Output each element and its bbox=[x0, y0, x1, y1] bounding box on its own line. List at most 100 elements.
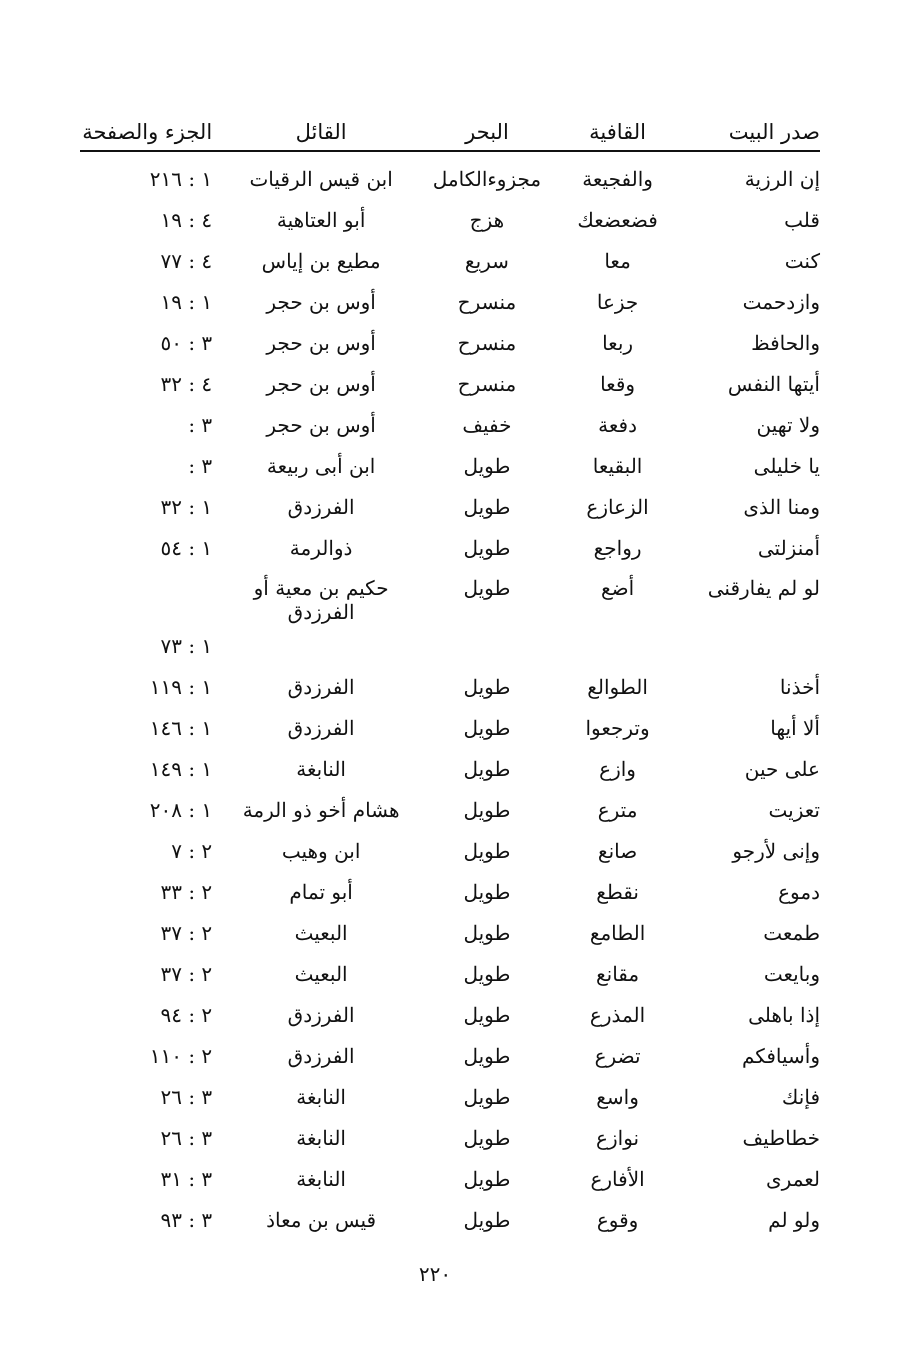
cell-poet: الفرزدق bbox=[287, 494, 355, 519]
cell-meter: منسرح bbox=[457, 371, 517, 396]
cell-volume-page: ١ : ١٤٩ bbox=[149, 756, 213, 781]
cell-poet: ابن وهيب bbox=[281, 838, 361, 863]
cell-verse-opening: وازدحمت bbox=[742, 289, 820, 314]
cell-volume-page: ١ : ٢٠٨ bbox=[149, 797, 213, 822]
cell-meter: طويل bbox=[463, 535, 511, 560]
header-verse-opening: صدر البيت bbox=[728, 120, 820, 144]
table-row: تعزيت مترع طويل هشام أخو ذو الرمة ١ : ٢٠٨ bbox=[80, 789, 820, 830]
cell-verse-opening: لو لم يفارقنى bbox=[707, 576, 820, 600]
table-row: أخذنا الطوالع طويل الفرزدق ١ : ١١٩ bbox=[80, 666, 820, 707]
cell-poet: أبو العتاهية bbox=[276, 207, 366, 232]
cell-volume-page: ١ : ٥٤ bbox=[160, 535, 213, 560]
cell-poet: هشام أخو ذو الرمة bbox=[242, 797, 400, 822]
cell-verse-opening: أيتها النفس bbox=[727, 371, 820, 396]
cell-volume-page: ٣ : ٣١ bbox=[160, 1166, 213, 1191]
index-table: صدر البيت القافية البحر القائل الجزء وال… bbox=[80, 100, 820, 1240]
cell-volume-page: ٤ : ١٩ bbox=[160, 207, 213, 232]
cell-volume-page: ٢ : ٣٣ bbox=[160, 879, 213, 904]
header-volume-page: الجزء والصفحة bbox=[82, 120, 213, 144]
cell-meter: طويل bbox=[463, 674, 511, 699]
cell-meter: سريع bbox=[464, 248, 509, 273]
cell-meter: طويل bbox=[463, 838, 511, 863]
cell-verse-opening: وأسيافكم bbox=[741, 1043, 820, 1068]
cell-volume-page: ٢ : ٧ bbox=[171, 838, 213, 863]
cell-rhyme: صانع bbox=[597, 838, 638, 863]
cell-rhyme: وقوع bbox=[596, 1207, 639, 1232]
table-row: ولو لم وقوع طويل قيس بن معاذ ٣ : ٩٣ bbox=[80, 1199, 820, 1240]
cell-meter: طويل bbox=[463, 1207, 511, 1232]
cell-volume-page: ٣ : bbox=[188, 453, 213, 478]
cell-volume-page: ٣ : ٩٣ bbox=[160, 1207, 213, 1232]
table-row: ولا تهين دفعة خفيف أوس بن حجر ٣ : bbox=[80, 404, 820, 445]
cell-meter: طويل bbox=[463, 715, 511, 740]
cell-verse-opening: يا خليلى bbox=[753, 453, 820, 478]
cell-meter: هزج bbox=[469, 207, 505, 232]
cell-rhyme: جزعا bbox=[596, 289, 639, 314]
table-row: إن الرزية والفجيعة مجزوءالكامل ابن قيس الرق… bbox=[80, 151, 820, 199]
cell-rhyme: مقانع bbox=[596, 961, 640, 986]
table-row: على حين وازع طويل النابغة ١ : ١٤٩ bbox=[80, 748, 820, 789]
cell-poet: الفرزدق bbox=[287, 1043, 355, 1068]
cell-meter: طويل bbox=[463, 961, 511, 986]
cell-poet: النابغة bbox=[296, 1084, 346, 1109]
header-poet: القائل bbox=[295, 120, 347, 144]
cell-rhyme: المذرع bbox=[589, 1002, 646, 1027]
cell-meter: خفيف bbox=[462, 412, 512, 437]
cell-rhyme: والفجيعة bbox=[582, 166, 653, 191]
table-row: لو لم يفارقنى أضع طويل حكيم بن معية أو الفر… bbox=[80, 568, 820, 666]
cell-rhyme: الزعازع bbox=[586, 494, 649, 519]
table-row: وأسيافكم تضرع طويل الفرزدق ٢ : ١١٠ bbox=[80, 1035, 820, 1076]
cell-poet: الفرزدق bbox=[287, 1002, 355, 1027]
cell-verse-opening: دموع bbox=[778, 879, 820, 904]
cell-rhyme: دفعة bbox=[598, 412, 637, 437]
table-row: أمنزلتى رواجع طويل ذوالرمة ١ : ٥٤ bbox=[80, 527, 820, 568]
cell-poet: حكيم بن معية أو الفرزدق bbox=[253, 576, 389, 624]
table-header-row: صدر البيت القافية البحر القائل الجزء وال… bbox=[80, 100, 820, 151]
cell-rhyme: نقطع bbox=[596, 879, 639, 904]
cell-meter: طويل bbox=[463, 1125, 511, 1150]
cell-verse-opening: فإنك bbox=[781, 1084, 820, 1109]
cell-volume-page: ٣ : ٥٠ bbox=[160, 330, 213, 355]
cell-volume-page: ١ : ٢١٦ bbox=[149, 166, 213, 191]
cell-poet: البعيث bbox=[294, 920, 348, 945]
cell-verse-opening: أخذنا bbox=[779, 674, 820, 699]
cell-poet: مطيع بن إياس bbox=[261, 248, 381, 273]
cell-poet: البعيث bbox=[294, 961, 348, 986]
cell-poet: الفرزدق bbox=[287, 715, 355, 740]
header-meter: البحر bbox=[465, 120, 509, 144]
cell-meter: طويل bbox=[463, 756, 511, 781]
cell-verse-opening: تعزيت bbox=[768, 797, 820, 822]
cell-verse-opening: إذا باهلى bbox=[748, 1002, 820, 1027]
cell-rhyme: البقيعا bbox=[592, 453, 643, 478]
table-row: خطاطيف نوازع طويل النابغة ٣ : ٢٦ bbox=[80, 1117, 820, 1158]
cell-volume-page: ٣ : bbox=[188, 412, 213, 437]
cell-verse-opening: قلب bbox=[784, 207, 820, 232]
cell-verse-opening: خطاطيف bbox=[742, 1125, 820, 1150]
table-body: إن الرزية والفجيعة مجزوءالكامل ابن قيس الرق… bbox=[80, 151, 820, 1240]
cell-volume-page: ٢ : ٩٤ bbox=[160, 1002, 213, 1027]
cell-meter: مجزوءالكامل bbox=[432, 166, 542, 191]
cell-meter: منسرح bbox=[457, 330, 517, 355]
cell-rhyme: أضع bbox=[600, 576, 635, 600]
cell-poet: النابغة bbox=[296, 1125, 346, 1150]
table-row: طمعت الطامع طويل البعيث ٢ : ٣٧ bbox=[80, 912, 820, 953]
cell-meter: طويل bbox=[463, 453, 511, 478]
cell-volume-page: ٤ : ٧٧ bbox=[160, 248, 213, 273]
cell-rhyme: الطوالع bbox=[587, 674, 648, 699]
cell-meter: طويل bbox=[463, 920, 511, 945]
cell-poet: أبو تمام bbox=[289, 879, 353, 904]
cell-rhyme: وازع bbox=[599, 756, 636, 781]
cell-verse-opening: إن الرزية bbox=[744, 166, 820, 191]
table-row: لعمرى الأفارع طويل النابغة ٣ : ٣١ bbox=[80, 1158, 820, 1199]
cell-rhyme: معا bbox=[604, 248, 631, 273]
cell-poet: أوس بن حجر bbox=[266, 412, 376, 437]
cell-poet: قيس بن معاذ bbox=[266, 1207, 377, 1232]
cell-rhyme: فضعضعك bbox=[577, 207, 658, 232]
table-row: قلب فضعضعك هزج أبو العتاهية ٤ : ١٩ bbox=[80, 199, 820, 240]
cell-verse-opening: ألا أيها bbox=[770, 715, 820, 740]
cell-volume-page: ٢ : ٣٧ bbox=[160, 920, 213, 945]
cell-verse-opening: لعمرى bbox=[766, 1166, 820, 1191]
cell-rhyme: الطامع bbox=[589, 920, 646, 945]
cell-rhyme: وقعا bbox=[600, 371, 636, 396]
cell-meter: طويل bbox=[463, 1002, 511, 1027]
